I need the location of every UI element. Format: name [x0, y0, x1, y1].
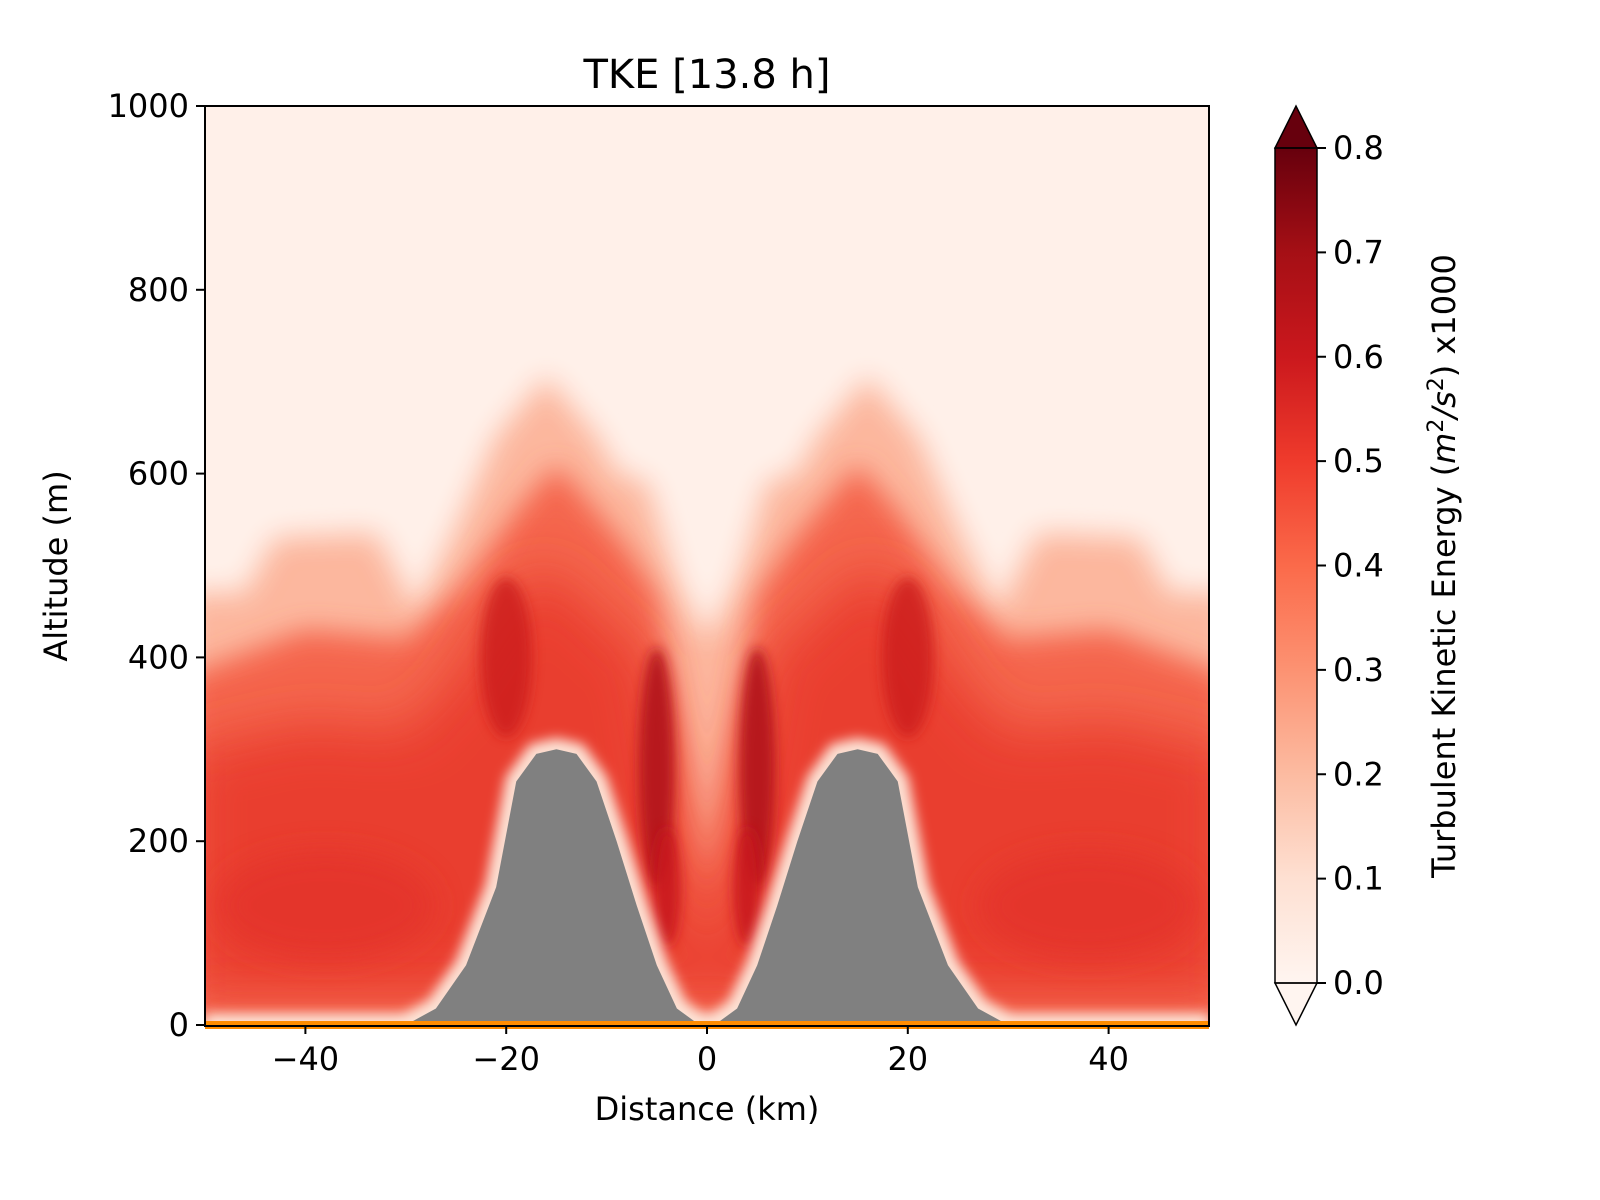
x-tick-label: −20 [472, 1040, 540, 1078]
colorbar-tick-label: 0.3 [1333, 651, 1384, 689]
colorbar-label-m-exp: 2 [1424, 419, 1449, 433]
y-axis: 0 200 400 600 800 1000 [108, 87, 205, 1044]
colorbar-label-s-exp: 2 [1424, 377, 1449, 391]
colorbar-ticks: 0.0 0.1 0.2 0.3 0.4 0.5 0.6 0.7 0.8 [1317, 129, 1384, 1002]
colorbar-gradient [1275, 148, 1317, 983]
y-tick-label: 0 [169, 1006, 189, 1044]
colorbar-tick-label: 0.7 [1333, 233, 1384, 271]
tke-main-layer [205, 565, 1209, 998]
colorbar-tick-label: 0.2 [1333, 755, 1384, 793]
colorbar: 0.0 0.1 0.2 0.3 0.4 0.5 0.6 0.7 0.8 Turbulent Ki… [1273, 104, 1463, 1027]
colorbar-tick-label: 0.6 [1333, 338, 1384, 376]
x-tick-label: −40 [272, 1040, 340, 1078]
tke-low-level-band-right [978, 850, 1199, 961]
x-tick-label: 20 [887, 1040, 928, 1078]
y-tick-label: 800 [128, 271, 189, 309]
colorbar-tick-label: 0.8 [1333, 129, 1384, 167]
x-axis-label: Distance (km) [595, 1090, 820, 1128]
y-tick-label: 600 [128, 455, 189, 493]
tke-valley-base-right [733, 827, 762, 948]
tke-low-level-band-left [215, 850, 436, 961]
colorbar-tick-label: 0.0 [1333, 964, 1384, 1002]
x-tick-label: 0 [697, 1040, 717, 1078]
colorbar-tick-label: 0.5 [1333, 442, 1384, 480]
colorbar-extend-min [1273, 982, 1319, 1027]
y-axis-label: Altitude (m) [37, 470, 75, 661]
colorbar-tick-label: 0.4 [1333, 547, 1384, 585]
colorbar-label-s: s [1425, 391, 1463, 408]
tke-lee-core-left [480, 577, 533, 738]
colorbar-tick-label: 0.1 [1333, 860, 1384, 898]
y-tick-label: 1000 [108, 87, 189, 125]
colorbar-extend-max [1273, 104, 1319, 149]
colorbar-label: Turbulent Kinetic Energy (m2/s2) x1000 [1424, 254, 1463, 879]
y-tick-label: 400 [128, 638, 189, 676]
plot-area [205, 106, 1209, 1026]
y-tick-label: 200 [128, 822, 189, 860]
x-axis: −40 −20 0 20 40 [272, 1025, 1129, 1078]
chart-title: TKE [13.8 h] [583, 52, 831, 98]
colorbar-label-prefix: Turbulent Kinetic Energy ( [1425, 464, 1463, 879]
tke-field [205, 377, 1209, 1026]
colorbar-label-m: m [1425, 433, 1463, 464]
tke-valley-base-left [652, 827, 681, 948]
tke-lee-core-right [881, 577, 934, 738]
colorbar-label-slash: / [1425, 405, 1463, 422]
x-tick-label: 40 [1088, 1040, 1129, 1078]
colorbar-label-suffix: ) x1000 [1425, 254, 1463, 377]
